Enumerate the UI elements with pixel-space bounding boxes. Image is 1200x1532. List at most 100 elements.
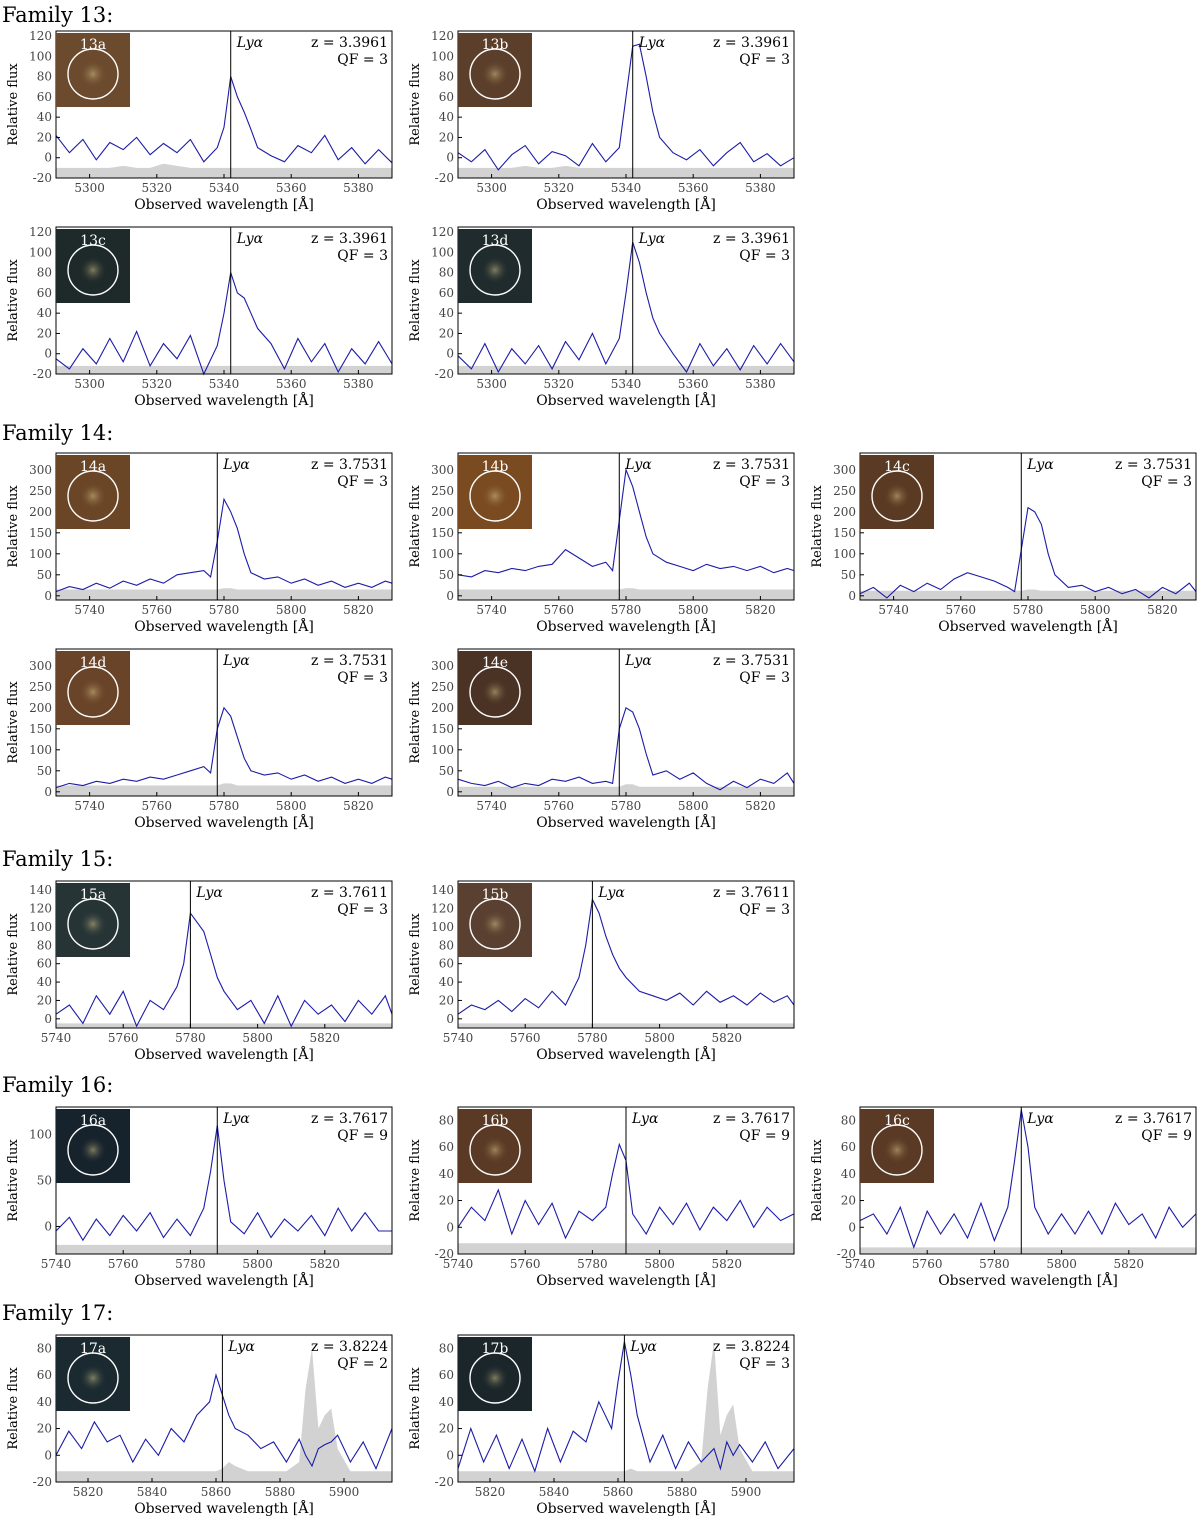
x-tick-label: 5880: [667, 1485, 698, 1499]
lya-label: Lyα: [227, 1339, 255, 1355]
x-tick-label: 5320: [544, 377, 575, 391]
y-tick-label: 50: [37, 568, 52, 582]
thumbnail-image: 14b: [458, 455, 532, 529]
lya-label: Lyα: [638, 35, 666, 51]
flux-spectrum-line: [859, 506, 1197, 599]
noise-spectrum: [458, 1023, 794, 1028]
x-axis-label: Observed wavelength [Å]: [536, 1271, 716, 1289]
spectrum-panel-13b: 5300 5320 5340 5360 5380 -20 0 20 40 60 80 100 120 Ob…: [404, 29, 796, 228]
spectrum-panel-17b: 5820 5840 5860 5880 5900 -20 0 20 40 60 80 Observed…: [404, 1334, 796, 1532]
image-label: 14c: [884, 459, 910, 475]
y-tick-label: 0: [446, 151, 454, 165]
x-axis-label: Observed wavelength [Å]: [134, 1271, 314, 1289]
y-tick-label: 80: [439, 1113, 454, 1127]
y-tick-label: 60: [37, 286, 52, 300]
y-axis-label: Relative flux: [408, 259, 423, 342]
x-tick-label: 5740: [41, 1031, 72, 1045]
x-tick-label: 5740: [845, 1257, 876, 1271]
spectrum-chart: 5740 5760 5780 5800 5820 -20 0 20 40 60 80 Observed…: [810, 1106, 1197, 1289]
spectrum-panel-14d: 5740 5760 5780 5800 5820 0 50 100 150 200 250 300 Ob…: [2, 648, 394, 846]
thumbnail-image: 13d: [458, 229, 532, 303]
y-tick-label: 250: [29, 680, 52, 694]
x-tick-label: 5760: [946, 603, 977, 617]
aperture-circle: [469, 666, 521, 718]
thumbnail-image: 14c: [860, 455, 934, 529]
y-tick-label: 100: [431, 743, 454, 757]
x-tick-label: 5820: [310, 1031, 341, 1045]
x-axis-label: Observed wavelength [Å]: [134, 617, 314, 635]
x-tick-label: 5340: [209, 181, 240, 195]
y-tick-label: 40: [37, 975, 52, 989]
x-tick-label: 5760: [142, 799, 173, 813]
x-tick-label: 5320: [544, 181, 575, 195]
y-tick-label: 40: [37, 306, 52, 320]
y-tick-label: 20: [37, 130, 52, 144]
y-tick-label: -20: [33, 171, 52, 185]
x-tick-label: 5380: [343, 377, 374, 391]
x-axis-label: Observed wavelength [Å]: [536, 1499, 716, 1517]
y-tick-label: 100: [431, 245, 454, 259]
y-tick-label: 50: [37, 764, 52, 778]
quality-flag-label: QF = 3: [739, 1356, 790, 1372]
y-tick-label: 0: [848, 589, 856, 603]
y-tick-label: 20: [439, 1422, 454, 1436]
lya-label: Lyα: [638, 231, 666, 247]
noise-spectrum: [458, 165, 794, 178]
thumbnail-image: 15b: [458, 883, 532, 957]
image-label: 16b: [482, 1113, 509, 1129]
x-tick-label: 5300: [74, 377, 105, 391]
y-axis-label: Relative flux: [6, 913, 21, 996]
y-tick-label: 0: [44, 347, 52, 361]
flux-spectrum-line: [55, 706, 393, 789]
thumbnail-image: 16a: [56, 1109, 130, 1183]
image-label: 13d: [482, 233, 509, 249]
redshift-label: z = 3.7531: [713, 653, 790, 669]
family-title: Family 14:: [2, 421, 114, 445]
y-tick-label: -20: [435, 367, 454, 381]
thumbnail-image: 13a: [56, 33, 130, 107]
x-axis-label: Observed wavelength [Å]: [536, 617, 716, 635]
noise-spectrum: [56, 783, 392, 796]
x-axis-label: Observed wavelength [Å]: [134, 813, 314, 831]
x-tick-label: 5740: [476, 799, 507, 813]
flux-spectrum-line: [55, 1373, 393, 1470]
redshift-label: z = 3.7611: [713, 885, 790, 901]
y-tick-label: 100: [29, 920, 52, 934]
redshift-label: z = 3.8224: [311, 1339, 388, 1355]
y-tick-label: 80: [37, 266, 52, 280]
lya-label: Lyα: [631, 1111, 659, 1127]
x-tick-label: 5360: [678, 377, 709, 391]
spectrum-panel-13c: 5300 5320 5340 5360 5380 -20 0 20 40 60 80 100 120 Ob…: [2, 225, 394, 424]
quality-flag-label: QF = 3: [337, 474, 388, 490]
flux-spectrum-line: [55, 497, 393, 593]
image-label: 14e: [482, 655, 508, 671]
spectrum-chart: 5740 5760 5780 5800 5820 0 50 100 150 200 250 300 Ob…: [6, 452, 393, 635]
x-tick-label: 5380: [343, 181, 374, 195]
thumbnail-image: 17b: [458, 1337, 532, 1411]
aperture-circle: [469, 1124, 521, 1176]
aperture-circle: [67, 666, 119, 718]
lya-label: Lyα: [222, 653, 250, 669]
y-tick-label: 0: [446, 347, 454, 361]
lya-label: Lyα: [624, 653, 652, 669]
thumbnail-image: 16c: [860, 1109, 934, 1183]
noise-spectrum: [56, 1244, 392, 1254]
y-tick-label: -20: [33, 1475, 52, 1489]
y-tick-label: 200: [29, 701, 52, 715]
spectrum-panel-14e: 5740 5760 5780 5800 5820 0 50 100 150 200 250 300 Ob…: [404, 648, 796, 846]
y-axis-label: Relative flux: [810, 1139, 825, 1222]
redshift-label: z = 3.7531: [311, 457, 388, 473]
x-tick-label: 5380: [745, 181, 776, 195]
x-tick-label: 5820: [73, 1485, 104, 1499]
y-tick-label: 120: [431, 226, 454, 239]
family-title: Family 17:: [2, 1301, 114, 1325]
y-tick-label: 60: [37, 1368, 52, 1382]
y-tick-label: 100: [29, 245, 52, 259]
x-tick-label: 5360: [276, 181, 307, 195]
quality-flag-label: QF = 3: [739, 902, 790, 918]
thumbnail-image: 14a: [56, 455, 130, 529]
x-tick-label: 5820: [475, 1485, 506, 1499]
noise-spectrum: [458, 365, 794, 374]
aperture-circle: [469, 470, 521, 522]
x-tick-label: 5740: [443, 1257, 474, 1271]
